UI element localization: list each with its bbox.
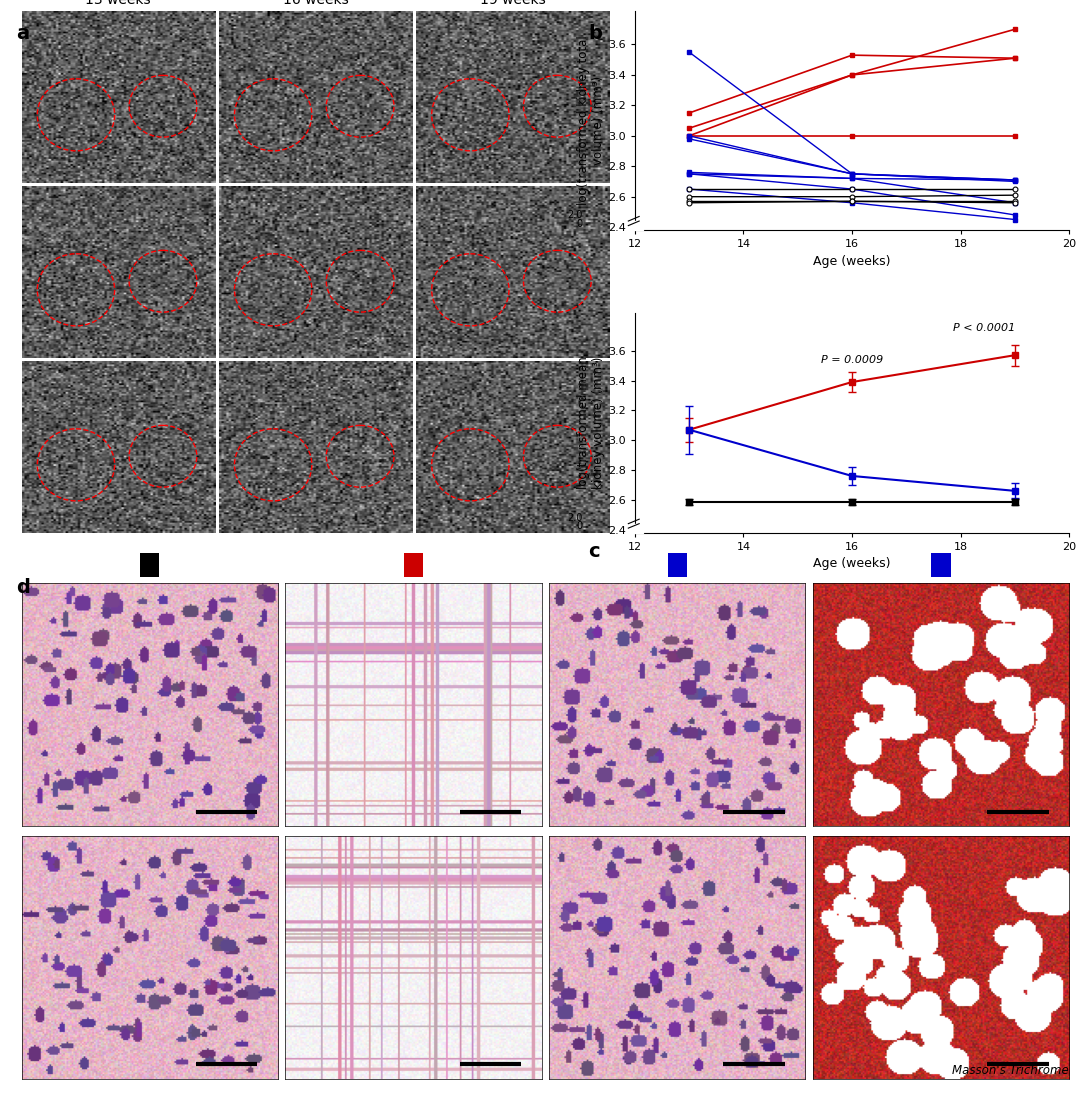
Text: 0: 0 [577,219,583,229]
Text: b: b [589,24,603,43]
Bar [630,524,643,533]
Text: 0: 0 [577,521,583,531]
X-axis label: Age (weeks): Age (weeks) [813,254,891,268]
Text: a: a [16,24,29,43]
Text: c: c [589,542,600,560]
Text: 13 weeks: 13 weeks [85,0,151,7]
Text: 2.0: 2.0 [567,210,583,220]
Text: 19 weeks: 19 weeks [480,0,545,7]
Text: d: d [16,578,30,597]
Text: 2.0: 2.0 [567,513,583,523]
X-axis label: Age (weeks): Age (weeks) [813,557,891,570]
Text: 16 weeks: 16 weeks [283,0,349,7]
Text: P < 0.0001: P < 0.0001 [953,324,1015,334]
Y-axis label: log(transformed mean
kidney volume) (mm³): log(transformed mean kidney volume) (mm³… [577,357,605,490]
Bar [630,221,643,230]
Y-axis label: log(transformed kidney total
volume) (mm³): log(transformed kidney total volume) (mm… [577,35,605,206]
Text: P = 0.0009: P = 0.0009 [821,355,883,364]
Text: Masson's Trichrome: Masson's Trichrome [953,1064,1069,1077]
